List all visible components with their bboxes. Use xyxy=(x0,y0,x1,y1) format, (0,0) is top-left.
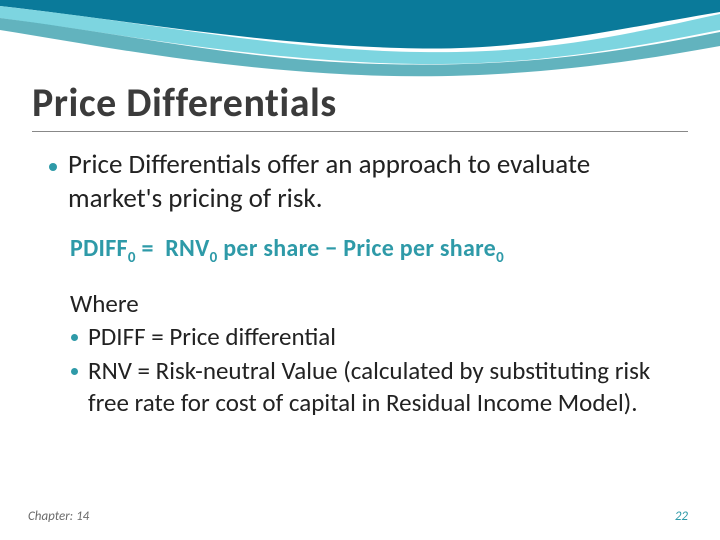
formula-lhs-base: PDIFF xyxy=(70,234,128,263)
formula-minus: − xyxy=(320,234,344,263)
formula-r2-sub: 0 xyxy=(496,248,504,266)
title-underline xyxy=(32,131,688,132)
content-area: Price Differentials offer an approach to… xyxy=(48,148,680,421)
wave-svg xyxy=(0,0,720,90)
bullet-icon xyxy=(48,162,58,172)
formula-r1-tail: per share xyxy=(218,234,320,263)
where-item-row: RNV = Risk-neutral Value (calculated by … xyxy=(70,355,680,419)
main-bullet-text: Price Differentials offer an approach to… xyxy=(68,148,680,216)
where-label: Where xyxy=(70,288,680,319)
formula-eq: = xyxy=(136,234,160,263)
footer-chapter: Chapter: 14 xyxy=(28,509,89,524)
formula-r2: Price per share xyxy=(343,234,496,263)
header-wave-decoration xyxy=(0,0,720,90)
formula: PDIFF0 = RNV0 per share − Price per shar… xyxy=(70,234,680,267)
formula-lhs-sub: 0 xyxy=(128,248,136,266)
main-bullet-row: Price Differentials offer an approach to… xyxy=(48,148,680,216)
bullet-icon xyxy=(70,333,79,342)
formula-r1-base: RNV xyxy=(165,234,209,263)
where-item-text: RNV = Risk-neutral Value (calculated by … xyxy=(88,355,680,419)
where-block: Where PDIFF = Price differential RNV = R… xyxy=(70,288,680,419)
where-item-row: PDIFF = Price differential xyxy=(70,321,680,353)
formula-r1-sub: 0 xyxy=(210,248,218,266)
bullet-icon xyxy=(70,367,79,376)
where-item-text: PDIFF = Price differential xyxy=(88,321,336,353)
slide-title: Price Differentials xyxy=(32,78,688,129)
title-area: Price Differentials xyxy=(32,78,688,132)
footer-page-number: 22 xyxy=(675,509,688,524)
